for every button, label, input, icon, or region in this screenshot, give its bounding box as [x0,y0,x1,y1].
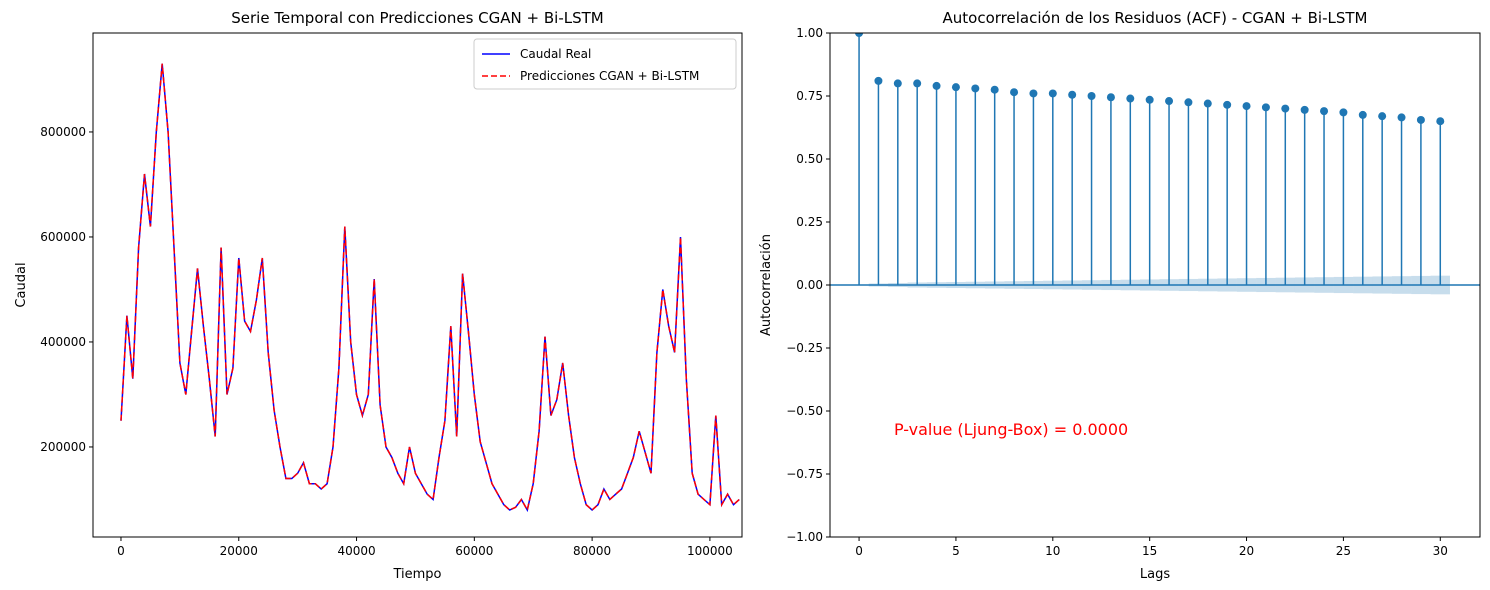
plot-area [830,33,1480,295]
series-line [120,63,740,513]
stem-marker [1436,117,1445,126]
y-tick-label: 600000 [40,230,86,244]
x-tick-label: 15 [1142,544,1157,558]
stem-marker [1300,105,1309,114]
stem-marker [990,85,999,94]
x-tick-label: 20000 [220,544,258,558]
y-tick-label: 200000 [40,440,86,454]
stem-marker [1048,89,1057,98]
stem-marker [1242,102,1251,111]
x-axis-label: Tiempo [392,567,441,582]
stem-marker [1281,104,1290,113]
stem-marker [893,79,902,88]
stem-marker [1397,113,1406,122]
y-tick-label: 400000 [40,335,86,349]
stem-marker [874,76,883,85]
chart-title: Autocorrelación de los Residuos (ACF) - … [943,9,1368,27]
stem-marker [1203,99,1212,108]
chart-title: Serie Temporal con Predicciones CGAN + B… [231,9,603,27]
y-axis-label: Autocorrelación [759,234,774,336]
x-tick-label: 30 [1433,544,1448,558]
stem-marker [1223,100,1232,109]
plot-area [120,63,740,513]
x-tick-label: 100000 [687,544,733,558]
y-tick-label: −0.50 [786,404,823,418]
stem-marker [971,84,980,93]
stem-marker [1165,97,1174,106]
legend-box [473,38,737,90]
annotation: P-value (Ljung-Box) = 0.0000 [894,420,1128,439]
x-tick-label: 0 [855,544,863,558]
subplot: Serie Temporal con Predicciones CGAN + B… [14,9,743,582]
x-tick-label: 10 [1045,544,1060,558]
stem-marker [1087,92,1096,100]
x-tick-label: 0 [117,544,125,558]
x-axis-label: Lags [1140,567,1170,582]
stem-marker [855,33,864,37]
x-tick-label: 80000 [573,544,611,558]
axes-frame [829,32,1481,538]
stem-marker [1378,112,1387,121]
y-tick-label: −0.25 [786,341,823,355]
stem-marker [1010,88,1019,97]
stem-marker [913,79,922,88]
y-axis-label: Caudal [14,262,29,307]
stem-marker [932,81,941,90]
stem-marker [1145,95,1154,104]
stem-marker [1126,94,1135,103]
y-tick-label: 800000 [40,125,86,139]
legend: Caudal Real Predicciones CGAN + Bi-LSTM [473,38,737,90]
stem-marker [1068,90,1077,99]
y-tick-label: 0.75 [796,89,823,103]
x-tick-label: 60000 [455,544,493,558]
stem-marker [1184,98,1193,107]
stem-marker [951,83,960,92]
stem-marker [1339,108,1348,117]
subplot: Autocorrelación de los Residuos (ACF) - … [759,9,1481,582]
stem-marker [1029,89,1038,98]
legend-label: Predicciones CGAN + Bi-LSTM [520,69,699,83]
x-tick-label: 40000 [337,544,375,558]
y-tick-label: 0.25 [796,215,823,229]
y-tick-label: −1.00 [786,530,823,544]
stem-marker [1358,110,1367,119]
stem-marker [1320,107,1329,116]
y-tick-label: 1.00 [796,26,823,40]
y-tick-label: −0.75 [786,467,823,481]
stem-marker [1106,93,1115,102]
x-tick-label: 20 [1239,544,1254,558]
axes-frame [92,32,743,538]
x-tick-label: 5 [952,544,960,558]
legend-label: Caudal Real [520,47,591,61]
x-tick-label: 25 [1336,544,1351,558]
y-tick-label: 0.00 [796,278,823,292]
y-tick-label: 0.50 [796,152,823,166]
stem-marker [1416,115,1425,124]
stem-marker [1261,103,1270,112]
series-line [120,63,740,513]
